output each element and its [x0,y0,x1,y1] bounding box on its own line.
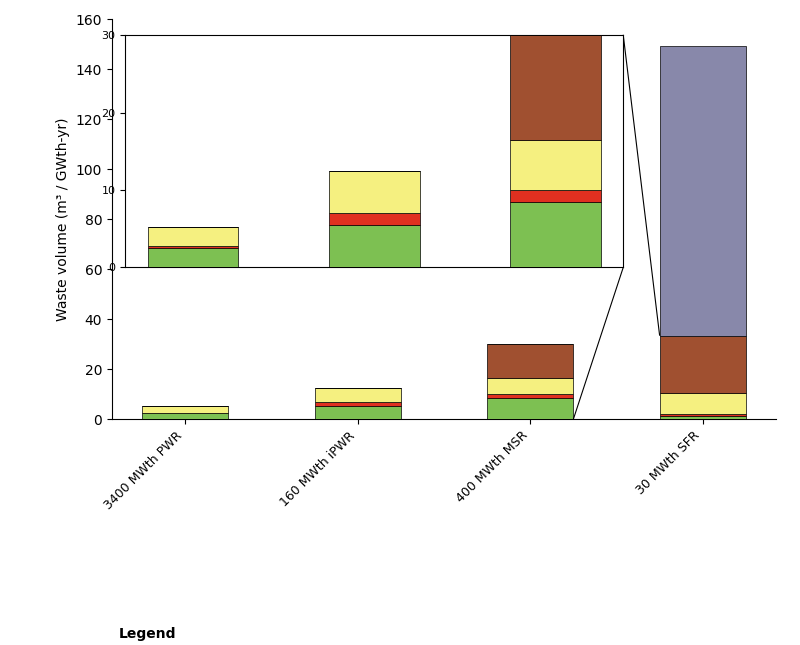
Y-axis label: Waste volume (m³ / GWth-yr): Waste volume (m³ / GWth-yr) [56,117,70,321]
Bar [659,46,746,335]
Bar [142,413,229,419]
Bar [659,335,746,393]
Text: Legend: Legend [118,627,176,641]
Bar [487,344,574,378]
Bar [314,406,401,419]
Bar [487,378,574,394]
Bar [314,402,401,406]
Bar [659,415,746,419]
Bar [659,393,746,414]
Bar [487,394,574,398]
Bar [659,414,746,415]
Bar [142,406,229,413]
Bar [487,398,574,419]
Bar [314,388,401,402]
